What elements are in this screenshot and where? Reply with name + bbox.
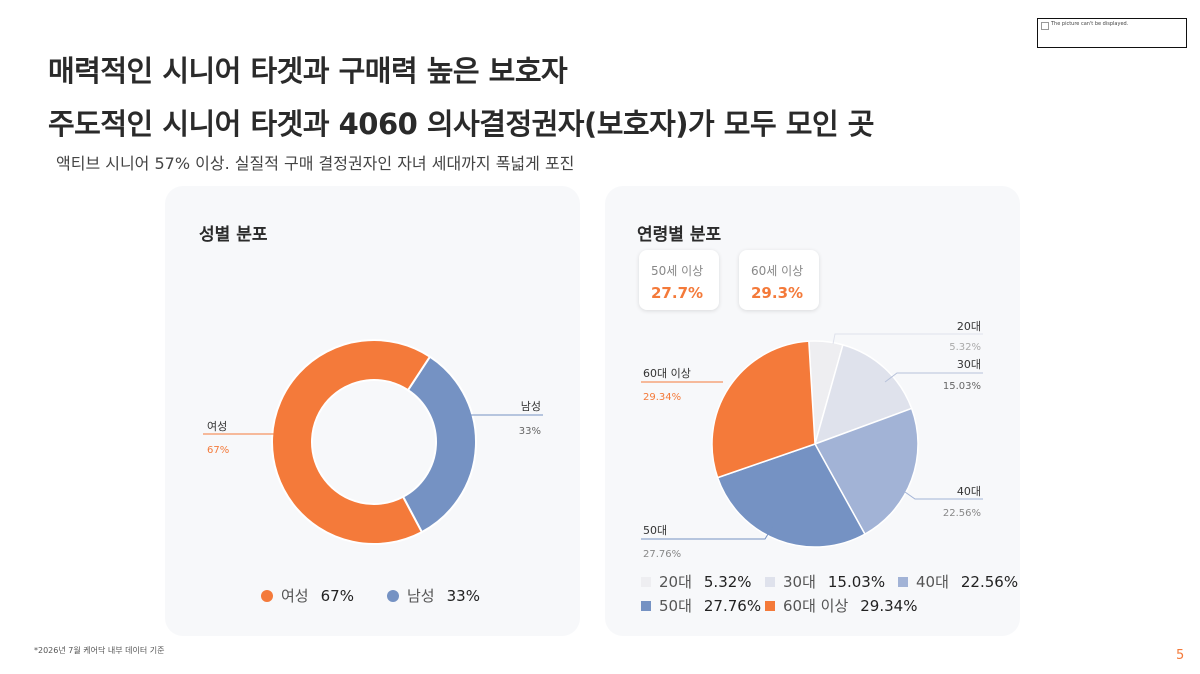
age-legend-item-60-plus: 60대 이상 29.34% xyxy=(765,595,917,616)
stat-value: 27.7% xyxy=(651,284,704,302)
data-label-value: 33% xyxy=(519,426,541,437)
stat-value: 29.3% xyxy=(751,284,804,302)
gender-legend-item-male: 남성 33% xyxy=(387,585,480,606)
data-label-value: 67% xyxy=(207,445,229,456)
gender-donut-chart: 여성 67% 남성 33% xyxy=(203,339,543,545)
page-title-line2: 주도적인 시니어 타겟과 4060 의사결정권자(보호자)가 모두 모인 곳 xyxy=(48,107,874,141)
legend-value: 15.03% xyxy=(827,572,886,591)
legend-label: 20대 xyxy=(659,573,692,591)
legend-label: 50대 xyxy=(659,597,692,615)
data-label-category: 남성 xyxy=(521,400,541,413)
page-title-line1: 매력적인 시니어 타겟과 구매력 높은 보호자 xyxy=(48,54,568,88)
data-label-value: 15.03% xyxy=(943,381,981,392)
donut-slice-male xyxy=(401,355,477,534)
page-number: 5 xyxy=(1176,648,1185,663)
legend-swatch xyxy=(641,576,651,587)
legend-value: 22.56% xyxy=(960,572,1019,591)
stat-box-50-plus: 50세 이상 27.7% xyxy=(639,250,719,310)
stat-box-60-plus: 60세 이상 29.3% xyxy=(739,250,819,310)
data-label-value: 27.76% xyxy=(643,549,681,560)
legend-value: 5.32% xyxy=(703,572,752,591)
legend-swatch xyxy=(765,600,775,611)
legend-value: 67% xyxy=(320,586,354,605)
legend-swatch xyxy=(387,589,399,602)
data-label-category: 20대 xyxy=(957,320,981,333)
page-subtitle: 액티브 시니어 57% 이상. 실질적 구매 결정권자인 자녀 세대까지 폭넓게… xyxy=(56,154,575,173)
legend-label: 여성 xyxy=(281,587,309,605)
leader-line xyxy=(904,491,983,500)
stat-label: 60세 이상 xyxy=(751,264,804,278)
legend-value: 27.76% xyxy=(703,596,762,615)
broken-image-placeholder: The picture can't be displayed. xyxy=(1037,18,1187,48)
pie-slice-30s xyxy=(813,343,913,446)
pie-slice-40s xyxy=(813,407,919,536)
gender-legend-item-female: 여성 67% xyxy=(261,585,354,606)
legend-swatch xyxy=(641,600,651,611)
age-pie-chart: 20대 5.32% 30대 15.03% 40대 22.56% 50대 27.76% 60대 이… xyxy=(641,320,983,560)
leader-line xyxy=(641,525,774,540)
leader-line xyxy=(832,333,983,345)
legend-label: 60대 이상 xyxy=(783,597,849,615)
legend-label: 40대 xyxy=(916,573,949,591)
gender-chart-title: 성별 분포 xyxy=(199,225,268,245)
broken-image-icon xyxy=(1041,22,1049,30)
data-label-value: 5.32% xyxy=(949,342,981,353)
age-chart-card: 연령별 분포 50세 이상 27.7% 60세 이상 29.3% 20대 5.32… xyxy=(605,186,1020,636)
stat-label: 50세 이상 xyxy=(651,264,704,278)
legend-swatch xyxy=(765,576,775,587)
data-label-value: 29.34% xyxy=(643,392,681,403)
legend-value: 33% xyxy=(446,586,480,605)
age-legend-item-30s: 30대 15.03% xyxy=(765,571,885,592)
legend-swatch xyxy=(261,589,273,602)
data-label-category: 30대 xyxy=(957,358,981,371)
gender-chart-card: 성별 분포 여성 67% 남성 33% 여성 67% 남성 33% xyxy=(165,186,580,636)
pie-slice-60-plus xyxy=(711,340,816,479)
leader-line xyxy=(884,372,983,383)
broken-image-text: The picture can't be displayed. xyxy=(1051,21,1129,27)
data-label-category: 여성 xyxy=(207,420,227,433)
legend-label: 30대 xyxy=(783,573,816,591)
pie-slice-50s xyxy=(716,443,866,548)
data-label-category: 50대 xyxy=(643,524,667,537)
data-label-category: 60대 이상 xyxy=(643,367,691,380)
age-legend-item-50s: 50대 27.76% xyxy=(641,595,761,616)
age-legend-item-20s: 20대 5.32% xyxy=(641,571,752,592)
age-chart-title: 연령별 분포 xyxy=(637,225,722,245)
legend-label: 남성 xyxy=(407,587,435,605)
donut-slice-female xyxy=(271,339,432,545)
footnote: *2026년 7월 케어닥 내부 데이터 기준 xyxy=(34,646,165,655)
data-label-value: 22.56% xyxy=(943,508,981,519)
data-label-category: 40대 xyxy=(957,485,981,498)
legend-swatch xyxy=(898,576,908,587)
legend-value: 29.34% xyxy=(860,596,918,615)
age-legend-item-40s: 40대 22.56% xyxy=(898,571,1018,592)
